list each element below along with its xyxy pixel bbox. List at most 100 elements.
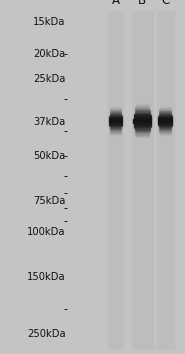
Bar bbox=[109, 124, 122, 125]
Bar bbox=[110, 110, 121, 111]
Bar bbox=[110, 127, 121, 128]
Bar bbox=[158, 122, 172, 123]
Bar bbox=[133, 121, 151, 122]
Text: 150kDa: 150kDa bbox=[27, 273, 65, 282]
Bar bbox=[134, 126, 151, 127]
Bar bbox=[135, 111, 150, 112]
Bar bbox=[135, 129, 150, 130]
Text: A: A bbox=[112, 0, 120, 7]
Bar bbox=[132, 11, 153, 350]
Bar bbox=[160, 134, 171, 135]
Bar bbox=[158, 117, 172, 118]
Bar bbox=[159, 129, 171, 130]
Bar bbox=[135, 107, 149, 108]
Bar bbox=[134, 115, 151, 116]
Bar bbox=[158, 125, 172, 126]
Bar bbox=[135, 105, 149, 106]
Bar bbox=[135, 132, 149, 133]
Bar bbox=[135, 134, 149, 135]
Bar bbox=[159, 108, 171, 109]
Bar bbox=[159, 109, 171, 110]
Bar bbox=[110, 126, 121, 127]
Bar bbox=[159, 128, 171, 129]
Bar bbox=[109, 116, 122, 117]
Text: C: C bbox=[161, 0, 169, 7]
Text: B: B bbox=[138, 0, 146, 7]
Bar bbox=[159, 115, 171, 116]
Bar bbox=[158, 123, 172, 124]
Text: 37kDa: 37kDa bbox=[33, 117, 65, 127]
Bar bbox=[134, 128, 150, 129]
Bar bbox=[110, 112, 121, 113]
Bar bbox=[110, 129, 121, 130]
Bar bbox=[158, 124, 172, 125]
Bar bbox=[136, 136, 149, 137]
Text: 50kDa: 50kDa bbox=[33, 151, 65, 161]
Bar bbox=[110, 130, 121, 131]
Bar bbox=[110, 128, 121, 129]
Bar bbox=[110, 115, 122, 116]
Text: 20kDa: 20kDa bbox=[33, 49, 65, 59]
Bar bbox=[109, 123, 122, 124]
Text: 100kDa: 100kDa bbox=[27, 228, 65, 238]
Bar bbox=[134, 124, 151, 125]
Bar bbox=[110, 109, 121, 110]
Bar bbox=[110, 111, 121, 112]
Bar bbox=[159, 130, 171, 131]
Bar bbox=[110, 131, 121, 132]
Bar bbox=[159, 131, 171, 132]
Text: 15kDa: 15kDa bbox=[33, 17, 65, 27]
Bar bbox=[158, 120, 172, 121]
Text: 250kDa: 250kDa bbox=[27, 329, 65, 339]
Bar bbox=[110, 107, 121, 108]
Bar bbox=[159, 110, 171, 111]
Bar bbox=[159, 111, 171, 112]
Bar bbox=[135, 130, 150, 131]
Bar bbox=[110, 134, 121, 135]
Bar bbox=[134, 123, 151, 124]
Bar bbox=[135, 112, 150, 113]
Bar bbox=[159, 114, 171, 115]
Bar bbox=[159, 133, 171, 134]
Bar bbox=[135, 110, 150, 111]
Bar bbox=[134, 127, 150, 128]
Bar bbox=[110, 113, 121, 114]
Bar bbox=[135, 106, 149, 107]
Bar bbox=[133, 122, 151, 123]
Bar bbox=[109, 122, 122, 123]
Bar bbox=[158, 118, 172, 119]
Bar bbox=[135, 108, 149, 109]
Text: 25kDa: 25kDa bbox=[33, 74, 65, 84]
Text: 75kDa: 75kDa bbox=[33, 196, 65, 206]
Bar bbox=[110, 133, 121, 134]
Bar bbox=[136, 104, 149, 105]
Bar bbox=[160, 107, 171, 108]
Bar bbox=[134, 113, 150, 114]
Bar bbox=[109, 120, 122, 121]
Bar bbox=[134, 117, 151, 118]
Bar bbox=[109, 125, 122, 126]
Bar bbox=[159, 112, 171, 113]
Bar bbox=[110, 108, 121, 109]
Bar bbox=[159, 113, 171, 114]
Bar bbox=[109, 117, 122, 118]
Bar bbox=[133, 119, 151, 120]
Bar bbox=[109, 121, 122, 122]
Bar bbox=[134, 116, 151, 117]
Bar bbox=[157, 11, 174, 350]
Bar bbox=[158, 119, 172, 120]
Bar bbox=[159, 127, 171, 128]
Bar bbox=[135, 133, 149, 134]
Bar bbox=[159, 126, 171, 127]
Bar bbox=[135, 135, 149, 136]
Bar bbox=[135, 131, 149, 132]
Bar bbox=[134, 118, 151, 119]
Bar bbox=[108, 11, 123, 350]
Bar bbox=[110, 132, 121, 133]
Bar bbox=[158, 116, 172, 117]
Bar bbox=[109, 118, 122, 119]
Bar bbox=[159, 132, 171, 133]
Bar bbox=[134, 114, 150, 115]
Bar bbox=[134, 125, 151, 126]
Bar bbox=[135, 109, 149, 110]
